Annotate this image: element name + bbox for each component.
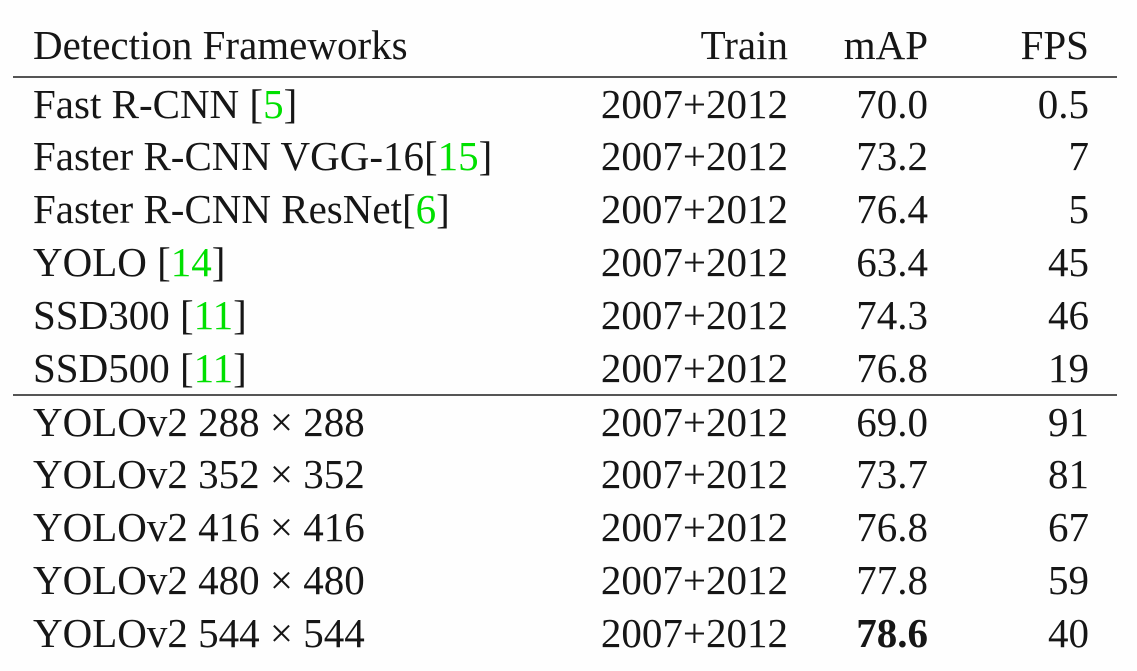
framework-name: Faster R-CNN VGG-16[ <box>33 133 438 179</box>
map-cell: 63.4 <box>856 239 928 285</box>
table-row: Faster R-CNN VGG-16[15] 2007+2012 73.2 7 <box>13 130 1117 183</box>
table-row: YOLOv2 352 × 352 2007+2012 73.7 81 <box>13 448 1117 501</box>
col-header-frameworks: Detection Frameworks <box>33 22 408 68</box>
map-cell: 73.7 <box>856 451 928 497</box>
framework-cell: YOLOv2 352 × 352 <box>13 448 600 501</box>
table-row: YOLO [14] 2007+2012 63.4 45 <box>13 236 1117 289</box>
table-row: SSD500 [11] 2007+2012 76.8 19 <box>13 342 1117 395</box>
framework-cell: YOLOv2 544 × 544 <box>13 607 600 660</box>
train-cell: 2007+2012 <box>600 239 788 285</box>
map-cell: 77.8 <box>856 557 928 603</box>
train-cell: 2007+2012 <box>600 133 788 179</box>
framework-cell: YOLOv2 416 × 416 <box>13 501 600 554</box>
table-header: Detection Frameworks Train mAP FPS <box>13 0 1117 77</box>
train-cell: 2007+2012 <box>600 80 788 127</box>
framework-cell: SSD300 [11] <box>13 289 600 342</box>
framework-name: YOLO [ <box>33 239 171 285</box>
yolov2-section: YOLOv2 288 × 288 2007+2012 69.0 91 YOLOv… <box>13 395 1117 660</box>
fps-cell: 67 <box>1048 504 1089 550</box>
framework-name: SSD500 [ <box>33 344 194 391</box>
train-cell: 2007+2012 <box>600 292 788 338</box>
baseline-methods-section: Fast R-CNN [5] 2007+2012 70.0 0.5 Faster… <box>13 77 1117 395</box>
framework-cell: YOLOv2 288 × 288 <box>13 395 600 448</box>
framework-name: Faster R-CNN ResNet[ <box>33 186 416 232</box>
bracket-close: ] <box>478 133 493 179</box>
col-header-map: mAP <box>843 22 928 68</box>
citation-ref[interactable]: 6 <box>415 186 437 232</box>
bracket-close: ] <box>436 186 450 232</box>
framework-cell: SSD500 [11] <box>13 342 600 395</box>
map-cell: 74.3 <box>856 292 928 338</box>
citation-ref[interactable]: 15 <box>437 133 479 179</box>
framework-cell: YOLO [14] <box>13 236 600 289</box>
bracket-close: ] <box>233 292 247 338</box>
bracket-close: ] <box>233 344 247 391</box>
table-row: Fast R-CNN [5] 2007+2012 70.0 0.5 <box>13 77 1117 130</box>
framework-name: SSD300 [ <box>33 292 194 338</box>
table-row: SSD300 [11] 2007+2012 74.3 46 <box>13 289 1117 342</box>
map-cell: 76.4 <box>856 186 928 232</box>
fps-cell: 45 <box>1048 239 1089 285</box>
fps-cell: 46 <box>1048 292 1089 338</box>
framework-cell: Faster R-CNN ResNet[6] <box>13 183 600 236</box>
bracket-close: ] <box>211 239 226 285</box>
table-row: Faster R-CNN ResNet[6] 2007+2012 76.4 5 <box>13 183 1117 236</box>
citation-ref[interactable]: 11 <box>193 292 234 338</box>
framework-cell: Fast R-CNN [5] <box>13 77 600 130</box>
fps-cell: 81 <box>1048 451 1089 497</box>
framework-name: Fast R-CNN [ <box>33 80 264 127</box>
map-cell: 76.8 <box>856 504 928 550</box>
fps-cell: 5 <box>1068 186 1090 232</box>
map-cell-best: 78.6 <box>856 610 928 656</box>
fps-cell: 0.5 <box>1037 80 1089 127</box>
table-row: YOLOv2 480 × 480 2007+2012 77.8 59 <box>13 554 1117 607</box>
framework-name: YOLOv2 288 × 288 <box>33 398 365 445</box>
bracket-close: ] <box>283 80 298 127</box>
map-cell: 73.2 <box>856 133 928 179</box>
fps-cell: 91 <box>1048 398 1089 445</box>
col-header-fps: FPS <box>1020 22 1089 68</box>
framework-name: YOLOv2 416 × 416 <box>33 504 365 550</box>
citation-ref[interactable]: 14 <box>170 239 212 285</box>
framework-cell: YOLOv2 480 × 480 <box>13 554 600 607</box>
train-cell: 2007+2012 <box>600 504 788 550</box>
train-cell: 2007+2012 <box>600 398 788 445</box>
map-cell: 70.0 <box>856 80 928 127</box>
train-cell: 2007+2012 <box>600 344 788 391</box>
map-cell: 76.8 <box>856 344 928 391</box>
header-row: Detection Frameworks Train mAP FPS <box>13 0 1117 77</box>
train-cell: 2007+2012 <box>600 186 788 232</box>
detection-frameworks-table: Detection Frameworks Train mAP FPS Fast … <box>13 0 1117 660</box>
col-header-train: Train <box>700 22 788 68</box>
framework-name: YOLOv2 544 × 544 <box>33 610 365 656</box>
fps-cell: 40 <box>1048 610 1089 656</box>
framework-name: YOLOv2 352 × 352 <box>33 451 365 497</box>
map-cell: 69.0 <box>856 398 928 445</box>
framework-name: YOLOv2 480 × 480 <box>33 557 365 603</box>
train-cell: 2007+2012 <box>600 557 788 603</box>
fps-cell: 19 <box>1048 344 1089 391</box>
citation-ref[interactable]: 11 <box>193 344 234 391</box>
table-row: YOLOv2 416 × 416 2007+2012 76.8 67 <box>13 501 1117 554</box>
fps-cell: 7 <box>1068 133 1090 179</box>
table-row: YOLOv2 544 × 544 2007+2012 78.6 40 <box>13 607 1117 660</box>
fps-cell: 59 <box>1048 557 1089 603</box>
framework-cell: Faster R-CNN VGG-16[15] <box>13 130 600 183</box>
table-row: YOLOv2 288 × 288 2007+2012 69.0 91 <box>13 395 1117 448</box>
train-cell: 2007+2012 <box>600 610 788 656</box>
train-cell: 2007+2012 <box>600 451 788 497</box>
citation-ref[interactable]: 5 <box>263 80 284 127</box>
